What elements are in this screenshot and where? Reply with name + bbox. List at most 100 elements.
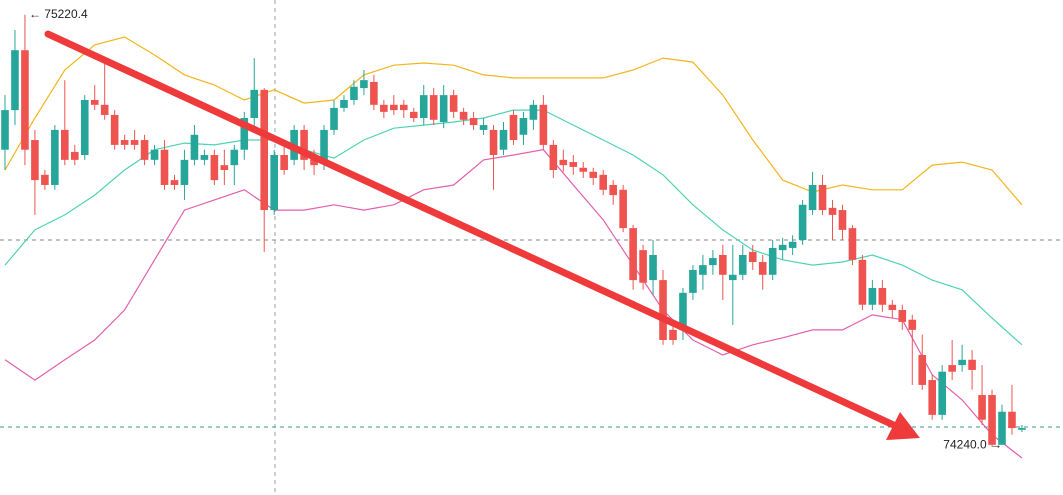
- candle-body: [390, 104, 398, 111]
- candle-body: [140, 140, 149, 160]
- candle-body: [689, 269, 697, 293]
- candle-body: [938, 371, 946, 415]
- candle-body: [738, 254, 747, 275]
- candle-body: [888, 304, 897, 311]
- candle-body: [80, 99, 89, 156]
- candle-body: [629, 228, 637, 281]
- candle-body: [31, 140, 39, 181]
- candle-body: [788, 241, 797, 248]
- candle-body: [170, 180, 179, 185]
- trend-arrow: [44, 30, 920, 440]
- candle-body: [320, 129, 328, 160]
- candle-body: [808, 184, 817, 211]
- candle-body: [21, 50, 29, 150]
- candle-body: [499, 129, 508, 150]
- candle-body: [619, 189, 627, 229]
- candle-body: [948, 365, 956, 372]
- candle-body: [539, 104, 548, 145]
- candle-body: [210, 155, 219, 181]
- candle-body: [100, 104, 109, 115]
- candle-body: [400, 104, 408, 111]
- candle-body: [90, 99, 99, 105]
- candle-body: [110, 114, 119, 145]
- candle-body: [280, 155, 288, 170]
- candle-body: [1008, 411, 1016, 429]
- candle-body: [858, 259, 867, 305]
- candle-body: [669, 329, 677, 340]
- candle-body: [818, 184, 827, 211]
- candle-body: [160, 149, 169, 185]
- candle-body: [469, 118, 478, 126]
- candle-body: [908, 319, 917, 330]
- candle-body: [988, 395, 996, 445]
- candle-body: [11, 50, 19, 111]
- candle-body: [360, 80, 368, 89]
- candle-body: [928, 380, 937, 415]
- candle-body: [190, 134, 199, 160]
- candle-body: [380, 104, 388, 112]
- candle-body: [719, 254, 727, 275]
- candle-body: [419, 95, 428, 119]
- candle-body: [330, 107, 338, 130]
- candle-body: [41, 174, 49, 185]
- candle-body: [340, 99, 348, 108]
- candle-body: [778, 244, 787, 251]
- candle-body: [1018, 428, 1026, 430]
- candle-body: [599, 174, 607, 190]
- candle-body: [838, 210, 847, 230]
- candle-body: [270, 155, 278, 211]
- arrow-shaft: [44, 30, 904, 432]
- candle-body: [729, 274, 737, 281]
- candle-body: [828, 207, 837, 215]
- candle-body: [439, 95, 448, 122]
- band-line: [4, 149, 1023, 459]
- candle-body: [61, 129, 69, 160]
- candle-body: [768, 247, 777, 275]
- candle-body: [260, 89, 269, 211]
- candle-body: [679, 292, 687, 330]
- candle-body: [51, 129, 59, 185]
- candle-body: [489, 129, 498, 156]
- candle-body: [200, 155, 209, 160]
- candle-body: [798, 204, 807, 241]
- candle-body: [609, 184, 617, 196]
- candle-body: [429, 95, 438, 120]
- candle-body: [848, 228, 857, 260]
- candle-body: [240, 118, 249, 150]
- candle-body: [659, 280, 667, 340]
- candle-body: [579, 167, 588, 172]
- candle-body: [409, 111, 418, 119]
- candle-body: [370, 81, 378, 105]
- candle-body: [449, 95, 458, 112]
- candle-body: [459, 111, 468, 120]
- candles: [1, 14, 1026, 447]
- low-label: 74240.0 →: [943, 438, 1002, 452]
- candle-body: [918, 354, 927, 385]
- candle-body: [549, 144, 558, 170]
- candle-body: [220, 165, 229, 170]
- candle-body: [250, 89, 259, 119]
- candle-body: [968, 359, 976, 370]
- candle-body: [569, 162, 578, 167]
- candle-body: [130, 140, 139, 145]
- candle-body: [180, 159, 189, 185]
- candle-body: [529, 104, 538, 120]
- candle-body: [649, 254, 657, 281]
- candle-body: [350, 86, 358, 100]
- candle-body: [709, 258, 717, 266]
- candle-body: [978, 395, 986, 420]
- candle-body: [958, 359, 966, 366]
- candle-body: [878, 288, 887, 305]
- candle-body: [509, 114, 518, 141]
- candle-body: [70, 151, 79, 160]
- candle-body: [639, 250, 647, 283]
- candle-body: [150, 149, 159, 160]
- high-label: ← 75220.4: [29, 7, 88, 21]
- candle-body: [559, 159, 568, 166]
- candle-body: [300, 129, 308, 160]
- candle-body: [998, 411, 1006, 445]
- candle-body: [120, 140, 129, 145]
- candle-body: [230, 149, 239, 166]
- candle-body: [898, 310, 907, 322]
